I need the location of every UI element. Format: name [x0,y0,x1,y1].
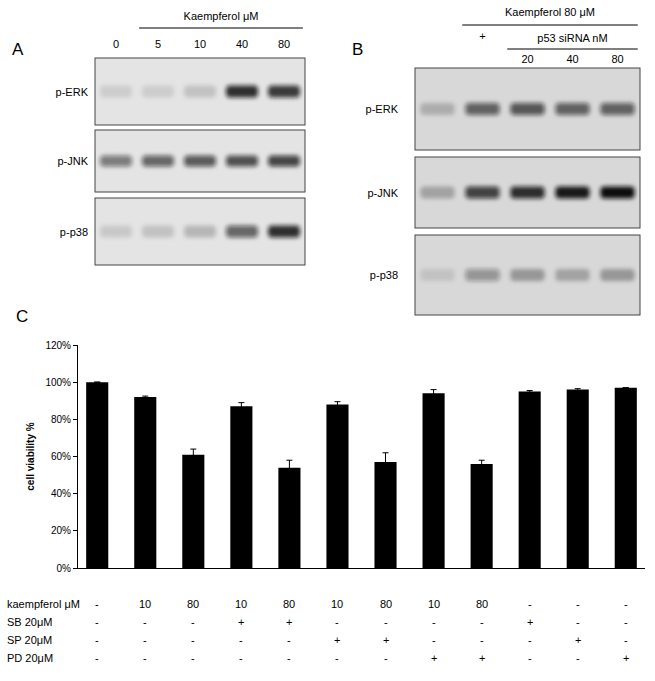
svg-text:Kaempferol μM: Kaempferol μM [184,10,259,22]
svg-text:80%: 80% [51,414,71,425]
svg-text:A: A [12,40,24,59]
svg-text:120%: 120% [45,340,71,351]
svg-text:+: + [383,634,389,646]
svg-text:-: - [528,634,532,646]
svg-text:+: + [286,616,292,628]
svg-text:p53 siRNA nM: p53 siRNA nM [537,32,607,44]
svg-text:10: 10 [139,598,151,610]
svg-text:+: + [431,652,437,664]
svg-text:-: - [384,652,388,664]
svg-text:-: - [95,616,99,628]
svg-text:-: - [335,616,339,628]
svg-text:-: - [624,634,628,646]
svg-text:20%: 20% [51,525,71,536]
svg-text:-: - [335,652,339,664]
svg-text:0: 0 [113,38,119,50]
svg-text:-: - [480,634,484,646]
svg-text:+: + [527,616,533,628]
svg-text:80: 80 [283,598,295,610]
svg-text:80: 80 [476,598,488,610]
svg-text:80: 80 [187,598,199,610]
svg-text:+: + [238,616,244,628]
svg-text:0%: 0% [57,563,72,574]
svg-text:SB 20μM: SB 20μM [7,616,52,628]
svg-text:-: - [287,634,291,646]
svg-text:100%: 100% [45,377,71,388]
svg-text:5: 5 [155,38,161,50]
svg-text:-: - [624,616,628,628]
svg-text:-: - [239,652,243,664]
svg-text:-: - [287,652,291,664]
svg-text:p-JNK: p-JNK [367,187,398,199]
svg-text:-: - [528,652,532,664]
svg-text:p-ERK: p-ERK [56,86,89,98]
svg-text:10: 10 [235,598,247,610]
svg-text:-: - [95,598,99,610]
svg-text:p-p38: p-p38 [60,226,88,238]
svg-text:+: + [479,652,485,664]
svg-text:20: 20 [521,53,533,65]
svg-text:C: C [16,307,28,325]
svg-text:-: - [576,616,580,628]
svg-text:-: - [239,634,243,646]
svg-text:p-p38: p-p38 [370,269,398,281]
svg-text:40: 40 [566,53,578,65]
svg-text:+: + [623,652,629,664]
svg-text:40: 40 [236,38,248,50]
svg-text:+: + [334,634,340,646]
svg-text:10: 10 [331,598,343,610]
svg-text:p-ERK: p-ERK [366,103,399,115]
svg-text:p-JNK: p-JNK [57,155,88,167]
svg-text:10: 10 [428,598,440,610]
svg-text:+: + [575,634,581,646]
svg-text:-: - [480,616,484,628]
svg-text:-: - [95,652,99,664]
svg-text:-: - [191,652,195,664]
svg-text:80: 80 [278,38,290,50]
svg-text:80: 80 [380,598,392,610]
svg-text:-: - [624,598,628,610]
svg-text:-: - [143,616,147,628]
svg-text:-: - [143,652,147,664]
svg-text:-: - [432,616,436,628]
svg-text:SP 20μM: SP 20μM [7,634,52,646]
svg-text:10: 10 [194,38,206,50]
svg-text:-: - [143,634,147,646]
svg-text:PD 20μM: PD 20μM [7,652,53,664]
svg-text:-: - [191,634,195,646]
svg-text:-: - [432,634,436,646]
svg-text:40%: 40% [51,488,71,499]
svg-text:B: B [352,40,363,59]
svg-text:-: - [384,616,388,628]
svg-text:80: 80 [611,53,623,65]
svg-text:kaempferol μM: kaempferol μM [7,598,80,610]
svg-text:-: - [95,634,99,646]
svg-text:60%: 60% [51,451,71,462]
svg-text:-: - [576,652,580,664]
svg-text:-: - [528,598,532,610]
svg-text:Kaempferol 80 μM: Kaempferol 80 μM [505,6,595,18]
svg-text:+: + [479,30,485,42]
svg-text:cell viability %: cell viability % [25,422,36,490]
svg-text:-: - [191,616,195,628]
svg-text:-: - [576,598,580,610]
